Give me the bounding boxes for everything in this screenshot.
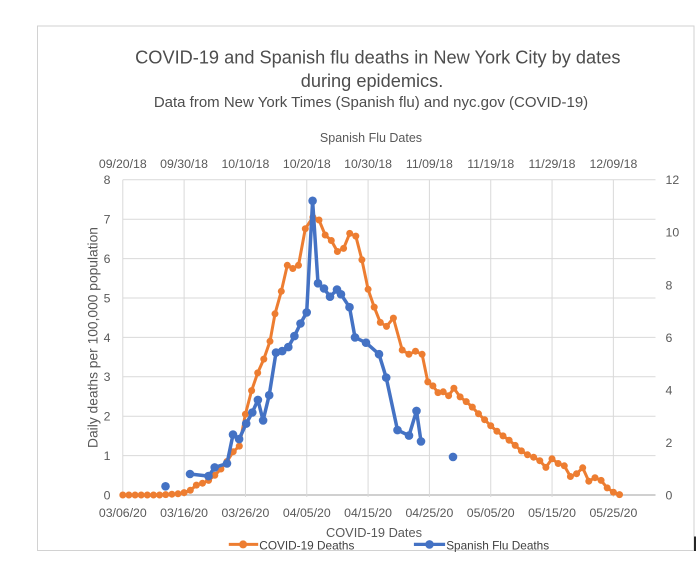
svg-text:03/16/20: 03/16/20 (160, 506, 208, 520)
svg-text:05/15/20: 05/15/20 (528, 506, 576, 520)
svg-text:04/05/20: 04/05/20 (283, 506, 331, 520)
svg-text:10/20/18: 10/20/18 (283, 157, 331, 171)
svg-text:11/09/18: 11/09/18 (406, 157, 453, 171)
svg-text:2: 2 (666, 436, 673, 450)
svg-text:12/09/18: 12/09/18 (589, 157, 637, 171)
svg-text:Daily deaths per 100,000 popul: Daily deaths per 100,000 population (86, 227, 101, 448)
svg-text:0: 0 (104, 488, 111, 502)
svg-text:6: 6 (104, 252, 111, 266)
svg-text:7: 7 (104, 213, 111, 227)
svg-text:3: 3 (104, 370, 111, 384)
svg-text:COVID-19 Dates: COVID-19 Dates (326, 525, 422, 540)
svg-text:04/25/20: 04/25/20 (405, 506, 453, 520)
svg-text:10: 10 (666, 226, 680, 240)
svg-text:11/19/18: 11/19/18 (467, 157, 514, 171)
svg-text:03/06/20: 03/06/20 (99, 506, 147, 520)
svg-text:09/30/18: 09/30/18 (160, 157, 208, 171)
svg-text:1: 1 (104, 449, 111, 463)
svg-text:COVID-19 and Spanish flu death: COVID-19 and Spanish flu deaths in New Y… (135, 48, 620, 68)
svg-text:0: 0 (666, 488, 673, 502)
svg-text:6: 6 (666, 331, 673, 345)
svg-text:05/05/20: 05/05/20 (467, 506, 515, 520)
svg-text:05/25/20: 05/25/20 (589, 506, 637, 520)
svg-text:09/20/18: 09/20/18 (99, 157, 147, 171)
svg-text:11/29/18: 11/29/18 (529, 157, 576, 171)
svg-text:8: 8 (104, 173, 111, 187)
svg-text:4: 4 (104, 331, 111, 345)
svg-text:5: 5 (104, 291, 111, 305)
svg-text:2: 2 (104, 410, 111, 424)
svg-text:COVID-19 Deaths: COVID-19 Deaths (259, 539, 354, 553)
svg-text:12: 12 (666, 173, 680, 187)
svg-text:during epidemics.: during epidemics. (301, 71, 444, 91)
svg-text:Spanish Flu Deaths: Spanish Flu Deaths (446, 539, 549, 553)
svg-text:03/26/20: 03/26/20 (221, 506, 269, 520)
svg-text:Data from New York Times (Span: Data from New York Times (Spanish flu) a… (154, 94, 588, 111)
svg-text:10/30/18: 10/30/18 (344, 157, 392, 171)
svg-text:04/15/20: 04/15/20 (344, 506, 392, 520)
svg-text:8: 8 (666, 278, 673, 292)
svg-text:Spanish Flu Dates: Spanish Flu Dates (320, 131, 422, 145)
svg-text:10/10/18: 10/10/18 (221, 157, 269, 171)
svg-text:4: 4 (666, 383, 673, 397)
